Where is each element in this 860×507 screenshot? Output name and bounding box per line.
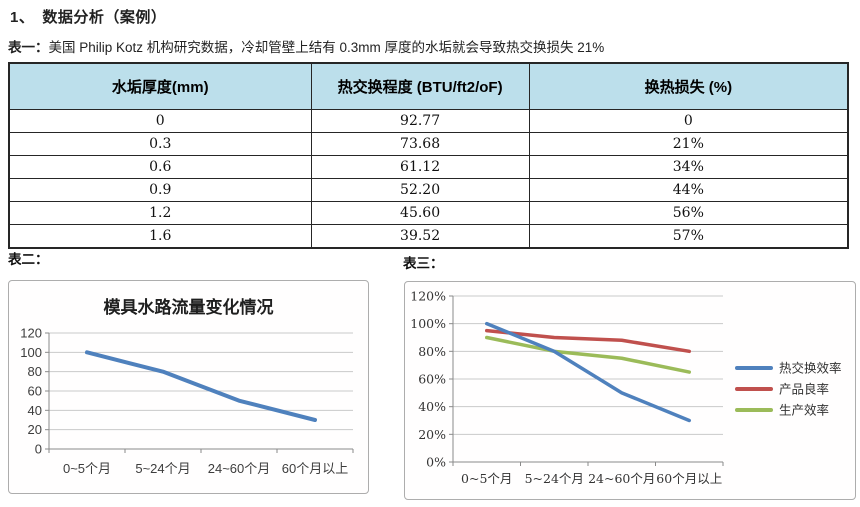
table-cell: 92.77	[310, 109, 530, 133]
y-tick-label: 20%	[418, 427, 446, 442]
table-row: 1.2 45.60 56%	[8, 201, 849, 225]
y-tick-label: 40%	[418, 399, 446, 414]
header-cell-heat-loss: 换热损失 (%)	[528, 62, 849, 110]
legend-label: 生产效率	[779, 403, 829, 418]
flow-rate-chart: 模具水路流量变化情况 0 20 40 60 80 100 120 0~5个月 5~24个月 24~…	[8, 280, 369, 494]
table-cell: 56%	[528, 201, 849, 225]
y-tick-label: 80	[28, 364, 42, 379]
y-tick-label: 80%	[418, 344, 446, 359]
legend-label: 产品良率	[779, 382, 829, 397]
table-cell: 21%	[528, 132, 849, 156]
series-line	[85, 350, 317, 422]
scale-table-container: 水垢厚度(mm) 热交换程度 (BTU/ft2/oF) 换热损失 (%) 0 9…	[8, 62, 849, 249]
y-tick-label: 100	[20, 345, 42, 360]
x-category-label: 60个月以上	[656, 471, 722, 486]
legend-label: 热交换效率	[779, 361, 842, 376]
table-cell: 1.2	[8, 201, 312, 225]
table-cell: 0	[8, 109, 312, 133]
x-category-label: 5~24个月	[525, 471, 584, 486]
x-category-label: 60个月以上	[282, 461, 348, 476]
header-cell-heat-exchange: 热交换程度 (BTU/ft2/oF)	[310, 62, 530, 110]
table-row: 0 92.77 0	[8, 109, 849, 133]
table-cell: 45.60	[310, 201, 530, 225]
efficiency-chart-svg: 0% 20% 40% 60% 80% 100% 120% 0~5个月 5~24个月 24~60个月…	[410, 289, 842, 487]
table1-caption-label: 表一：	[8, 40, 49, 55]
table-cell: 1.6	[8, 224, 312, 249]
y-tick-label: 120%	[410, 289, 446, 304]
y-tick-label: 0	[35, 442, 42, 457]
table-cell: 0	[528, 109, 849, 133]
table-cell: 44%	[528, 178, 849, 202]
table-cell: 73.68	[310, 132, 530, 156]
table-cell: 0.6	[8, 155, 312, 179]
efficiency-chart: 0% 20% 40% 60% 80% 100% 120% 0~5个月 5~24个月 24~60个月…	[404, 281, 856, 500]
table2-label: 表二：	[8, 252, 49, 267]
table-cell: 52.20	[310, 178, 530, 202]
y-tick-label: 100%	[410, 316, 446, 331]
y-tick-label: 60%	[418, 372, 446, 387]
x-category-label: 24~60个月	[208, 461, 271, 476]
x-category-label: 24~60个月	[588, 471, 655, 486]
table-row: 0.6 61.12 34%	[8, 155, 849, 179]
page-title: 1、 数据分析（案例）	[10, 9, 167, 26]
y-tick-label: 120	[20, 326, 42, 341]
flow-rate-chart-svg: 0 20 40 60 80 100 120 0~5个月 5~24个月 24~60个月 60个月以上	[20, 326, 354, 476]
table-row: 0.3 73.68 21%	[8, 132, 849, 156]
x-category-label: 0~5个月	[461, 471, 512, 486]
y-tick-label: 0%	[426, 455, 446, 470]
table-header-row: 水垢厚度(mm) 热交换程度 (BTU/ft2/oF) 换热损失 (%)	[8, 62, 849, 110]
table-row: 0.9 52.20 44%	[8, 178, 849, 202]
flow-rate-chart-title: 模具水路流量变化情况	[103, 298, 274, 317]
table-cell: 39.52	[310, 224, 530, 249]
table-cell: 0.9	[8, 178, 312, 202]
table-row: 1.6 39.52 57%	[8, 224, 849, 249]
table1-caption-text: 美国 Philip Kotz 机构研究数据，冷却管壁上结有 0.3mm 厚度的水…	[48, 40, 605, 55]
scale-table: 水垢厚度(mm) 热交换程度 (BTU/ft2/oF) 换热损失 (%) 0 9…	[8, 62, 849, 249]
series-line	[485, 328, 691, 354]
table3-label: 表三：	[403, 256, 444, 271]
table-cell: 57%	[528, 224, 849, 249]
table-cell: 34%	[528, 155, 849, 179]
table1-caption: 表一：美国 Philip Kotz 机构研究数据，冷却管壁上结有 0.3mm 厚…	[8, 36, 604, 56]
x-category-label: 0~5个月	[63, 461, 111, 476]
table-cell: 61.12	[310, 155, 530, 179]
header-cell-thickness: 水垢厚度(mm)	[8, 62, 312, 110]
series-line	[485, 335, 691, 374]
table-cell: 0.3	[8, 132, 312, 156]
y-tick-label: 20	[28, 422, 42, 437]
y-tick-label: 60	[28, 384, 42, 399]
series-line	[485, 321, 691, 423]
y-tick-label: 40	[28, 403, 42, 418]
x-category-label: 5~24个月	[135, 461, 190, 476]
